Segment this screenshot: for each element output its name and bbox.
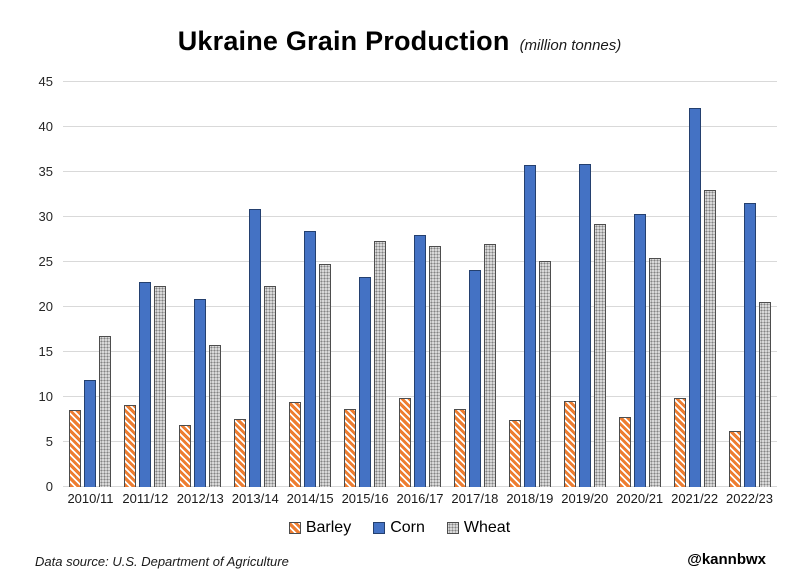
bar-group-2013/14: [228, 82, 283, 487]
y-tick-label-15: 15: [38, 344, 53, 359]
plot-area: 0 5 10 15 20 25 30 35 40 45: [39, 75, 777, 493]
x-tick-label-2020/21: 2020/21: [616, 491, 664, 506]
legend-swatch-corn: [373, 522, 386, 534]
bar-group-2015/16: [338, 82, 393, 487]
x-tick-label-2011/12: 2011/12: [122, 491, 169, 506]
x-tick-label-2017/18: 2017/18: [451, 491, 499, 506]
y-tick-label-5: 5: [45, 434, 53, 449]
bar-corn-2022/23: [743, 203, 756, 487]
x-tick-label-2015/16: 2015/16: [341, 491, 389, 506]
bar-wheat-2013/14: [264, 286, 277, 487]
gridline-y-30: [63, 216, 777, 217]
x-tick-label-2013/14: 2013/14: [231, 491, 279, 506]
bar-corn-2021/22: [688, 108, 701, 487]
bar-barley-2010/11: [69, 410, 82, 487]
bar-corn-2015/16: [359, 277, 372, 487]
bar-group-2020/21: [612, 82, 667, 487]
x-axis: 2010/11 2011/12 2012/13 2013/14 2014/15 2015/…: [63, 491, 777, 506]
bar-group-2018/19: [502, 82, 557, 487]
bar-wheat-2010/11: [99, 336, 112, 487]
legend-item-wheat: Wheat: [446, 519, 511, 537]
bar-wheat-2020/21: [648, 258, 661, 487]
bar-group-2014/15: [283, 82, 338, 487]
legend-label-barley: Barley: [305, 519, 352, 536]
legend-swatch-wheat: [446, 522, 459, 534]
y-tick-label-45: 45: [38, 74, 53, 89]
legend-swatch-barley: [288, 522, 301, 534]
bar-barley-2020/21: [618, 417, 631, 487]
bar-corn-2014/15: [304, 231, 317, 487]
legend-label-corn: Corn: [390, 519, 425, 536]
bar-wheat-2021/22: [703, 190, 716, 487]
bar-group-2017/18: [447, 82, 502, 487]
x-tick-label-2022/23: 2022/23: [726, 491, 774, 506]
y-tick-label-20: 20: [38, 299, 53, 314]
x-tick-label-2012/13: 2012/13: [176, 491, 224, 506]
bar-corn-2016/17: [413, 235, 426, 487]
gridline-y-35: [63, 171, 777, 172]
bar-wheat-2022/23: [758, 302, 771, 487]
y-tick-label-35: 35: [38, 164, 53, 179]
x-tick-label-2016/17: 2016/17: [396, 491, 444, 506]
x-tick-label-2019/20: 2019/20: [561, 491, 609, 506]
chart-title-row: Ukraine Grain Production (million tonnes…: [0, 26, 799, 57]
bar-group-2010/11: [63, 82, 118, 487]
bar-wheat-2016/17: [428, 246, 441, 487]
bar-wheat-2011/12: [154, 286, 167, 487]
bar-group-2021/22: [667, 82, 722, 487]
y-tick-label-10: 10: [38, 389, 53, 404]
y-tick-label-0: 0: [45, 479, 53, 494]
bar-wheat-2019/20: [593, 224, 606, 487]
bar-wheat-2012/13: [209, 345, 222, 487]
bar-wheat-2014/15: [319, 264, 332, 487]
x-tick-label-2021/22: 2021/22: [671, 491, 719, 506]
x-tick-label-2018/19: 2018/19: [506, 491, 554, 506]
bar-corn-2017/18: [468, 270, 481, 487]
bar-barley-2012/13: [179, 425, 192, 487]
bar-wheat-2015/16: [374, 241, 387, 487]
bar-corn-2012/13: [194, 299, 207, 487]
bar-wheat-2018/19: [538, 261, 551, 487]
gridline-y-45: [63, 81, 777, 82]
bar-barley-2021/22: [673, 398, 686, 487]
bar-groups: [63, 82, 777, 487]
y-tick-label-30: 30: [38, 209, 53, 224]
chart-title: Ukraine Grain Production: [177, 26, 510, 56]
bar-barley-2022/23: [728, 431, 741, 487]
legend-item-corn: Corn: [373, 519, 425, 537]
bar-group-2011/12: [118, 82, 173, 487]
bar-wheat-2017/18: [483, 244, 496, 487]
y-tick-label-25: 25: [38, 254, 53, 269]
bar-barley-2017/18: [453, 409, 466, 487]
bar-group-2012/13: [173, 82, 228, 487]
bar-group-2022/23: [722, 82, 777, 487]
bar-corn-2018/19: [523, 165, 536, 487]
chart-subtitle: (million tonnes): [519, 37, 622, 54]
bar-barley-2018/19: [508, 420, 521, 487]
bar-barley-2013/14: [234, 419, 247, 487]
footer-source: Data source: U.S. Department of Agricult…: [35, 554, 289, 569]
x-tick-label-2014/15: 2014/15: [286, 491, 334, 506]
bar-corn-2019/20: [578, 164, 591, 487]
bar-barley-2011/12: [124, 405, 137, 487]
x-tick-label-2010/11: 2010/11: [67, 491, 114, 506]
bar-barley-2019/20: [563, 401, 576, 487]
bar-barley-2016/17: [398, 398, 411, 487]
bar-barley-2015/16: [344, 409, 357, 487]
legend-label-wheat: Wheat: [463, 519, 511, 536]
legend: Barley Corn Wheat: [0, 519, 799, 537]
y-tick-label-40: 40: [38, 119, 53, 134]
footer-handle: @kannbwx: [687, 551, 766, 568]
bar-group-2019/20: [557, 82, 612, 487]
bar-corn-2020/21: [633, 214, 646, 487]
bar-corn-2013/14: [249, 209, 262, 487]
bar-corn-2010/11: [84, 380, 97, 487]
bar-corn-2011/12: [139, 282, 152, 487]
bar-group-2016/17: [393, 82, 448, 487]
bar-barley-2014/15: [289, 402, 302, 487]
gridline-y-40: [63, 126, 777, 127]
legend-item-barley: Barley: [288, 519, 352, 537]
